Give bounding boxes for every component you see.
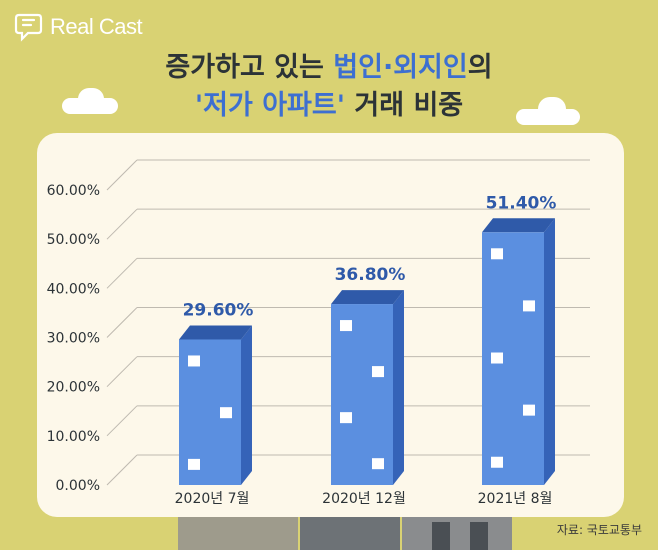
value-labels: 29.60% 36.80% 51.40% bbox=[183, 193, 557, 320]
y-tick-label: 50.00% bbox=[47, 232, 100, 248]
title-highlight: 법인·외지인 bbox=[333, 52, 468, 83]
window-decoration bbox=[188, 355, 200, 367]
title-text: 의 bbox=[467, 52, 493, 83]
y-tick-label: 0.00% bbox=[56, 478, 100, 494]
y-axis-ticks: 0.00% 10.00% 20.00% 30.00% 40.00% 50.00% 60.00… bbox=[47, 183, 100, 494]
bar-top bbox=[179, 325, 252, 340]
cloud-decoration bbox=[538, 97, 566, 121]
title-line-2: '저가 아파트' 거래 비중 bbox=[0, 86, 658, 126]
realcast-logo-icon bbox=[14, 13, 43, 42]
y-tick-label: 60.00% bbox=[47, 183, 100, 199]
bar bbox=[331, 304, 393, 485]
title-text: 증가하고 있는 bbox=[165, 52, 334, 83]
window-decoration bbox=[188, 458, 200, 470]
bar-side bbox=[393, 290, 404, 485]
window-decoration bbox=[523, 404, 535, 416]
x-tick-label: 2020년 12월 bbox=[322, 491, 406, 507]
source-note: 자료: 국토교통부 bbox=[556, 523, 642, 537]
x-axis-ticks: 2020년 7월 2020년 12월 2021년 8월 bbox=[175, 491, 553, 507]
value-label: 36.80% bbox=[335, 265, 406, 285]
window-decoration bbox=[523, 300, 535, 312]
window-decoration bbox=[340, 320, 352, 332]
bar-side bbox=[241, 325, 252, 485]
window-decoration bbox=[491, 352, 503, 364]
value-label: 29.60% bbox=[183, 300, 254, 320]
bar-top bbox=[482, 218, 555, 233]
x-tick-label: 2020년 7월 bbox=[175, 491, 250, 507]
title-line-1: 증가하고 있는 법인·외지인의 bbox=[0, 50, 658, 86]
gridline-depth bbox=[106, 159, 138, 191]
brand-name: Real Cast bbox=[50, 14, 143, 39]
value-label: 51.40% bbox=[486, 193, 557, 213]
gridline-depth bbox=[106, 307, 138, 338]
window-decoration bbox=[372, 366, 384, 378]
window-decoration bbox=[491, 456, 503, 468]
y-tick-label: 10.00% bbox=[47, 429, 100, 445]
cloud-decoration bbox=[78, 88, 104, 110]
window-decoration bbox=[372, 458, 384, 470]
y-tick-label: 20.00% bbox=[47, 380, 100, 396]
bar-top bbox=[331, 290, 404, 305]
gridline-depth bbox=[106, 257, 138, 289]
window-decoration bbox=[491, 248, 503, 260]
title-text: 거래 비중 bbox=[344, 90, 464, 121]
bar-side bbox=[544, 218, 555, 486]
title-highlight: '저가 아파트' bbox=[194, 90, 345, 121]
gridline-depth bbox=[106, 405, 138, 437]
gridline-depth bbox=[106, 454, 138, 486]
window-decoration bbox=[340, 412, 352, 424]
logo: Real Cast bbox=[14, 12, 143, 42]
y-tick-label: 30.00% bbox=[47, 331, 100, 347]
x-tick-label: 2021년 8월 bbox=[478, 491, 553, 507]
bars bbox=[179, 218, 555, 486]
chart-title: 증가하고 있는 법인·외지인의 '저가 아파트' 거래 비중 bbox=[0, 50, 658, 126]
gridline-depth bbox=[106, 356, 138, 388]
window-decoration bbox=[220, 407, 232, 419]
y-tick-label: 40.00% bbox=[47, 281, 100, 297]
gridline-depth bbox=[106, 208, 138, 240]
